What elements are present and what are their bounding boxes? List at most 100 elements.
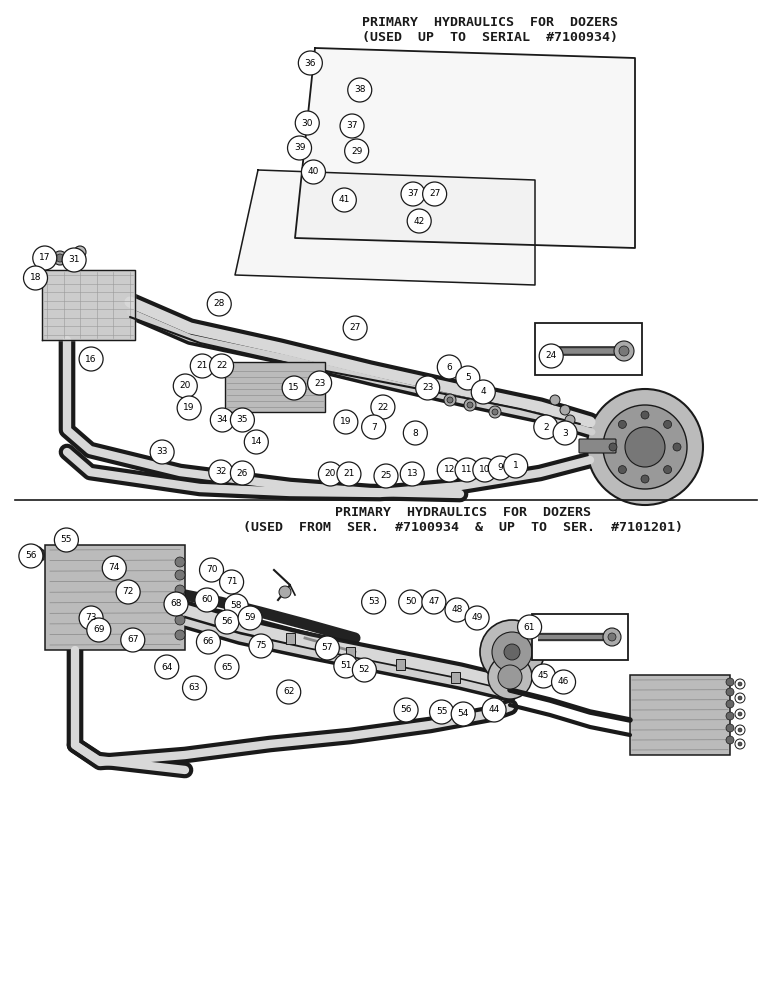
Text: 27: 27 [350,324,361,332]
FancyBboxPatch shape [395,658,405,670]
Circle shape [489,406,501,418]
Circle shape [54,528,79,552]
Circle shape [492,409,498,415]
Circle shape [343,316,367,340]
Text: 22: 22 [216,361,227,370]
Text: 66: 66 [203,638,214,647]
Circle shape [472,458,497,482]
FancyBboxPatch shape [30,550,44,560]
Circle shape [603,405,687,489]
Circle shape [195,588,219,612]
Circle shape [735,739,745,749]
Circle shape [553,421,577,445]
Text: 28: 28 [214,300,225,308]
Circle shape [437,355,462,379]
Circle shape [224,594,249,618]
Text: 69: 69 [93,626,104,635]
Text: 9: 9 [497,464,503,473]
Text: 21: 21 [197,361,208,370]
Circle shape [447,397,453,403]
Text: 37: 37 [408,190,418,198]
Circle shape [498,665,522,689]
Polygon shape [235,170,535,285]
Text: 5: 5 [465,373,471,382]
Text: 27: 27 [429,190,440,198]
Text: 40: 40 [308,167,319,176]
Text: 45: 45 [538,672,549,680]
Circle shape [394,698,418,722]
FancyBboxPatch shape [45,545,185,650]
Text: 15: 15 [289,383,300,392]
Text: 59: 59 [245,613,256,622]
Circle shape [467,402,473,408]
Circle shape [208,460,233,484]
Circle shape [400,462,425,486]
Circle shape [603,628,621,646]
Circle shape [279,586,291,598]
Circle shape [455,366,480,390]
FancyBboxPatch shape [535,323,642,375]
Circle shape [307,371,332,395]
Circle shape [673,443,681,451]
Text: 47: 47 [428,597,439,606]
FancyBboxPatch shape [286,633,294,644]
Circle shape [207,292,232,316]
Circle shape [471,380,496,404]
Circle shape [726,712,734,720]
Circle shape [23,266,48,290]
Circle shape [56,254,64,262]
Circle shape [550,395,560,405]
Circle shape [533,415,558,439]
Circle shape [19,544,43,568]
Circle shape [230,461,255,485]
Text: 17: 17 [39,253,50,262]
Circle shape [618,466,626,474]
FancyBboxPatch shape [630,675,730,755]
Text: 31: 31 [69,255,80,264]
Text: 38: 38 [354,86,365,95]
Text: 18: 18 [30,273,41,282]
Circle shape [565,415,575,425]
Circle shape [503,454,528,478]
Circle shape [735,679,745,689]
Circle shape [401,182,425,206]
Circle shape [175,585,185,595]
Text: 26: 26 [237,468,248,478]
Text: 32: 32 [215,468,226,477]
Circle shape [175,615,185,625]
Text: 52: 52 [359,666,370,674]
Circle shape [726,724,734,732]
Text: (USED  UP  TO  SERIAL  #7100934): (USED UP TO SERIAL #7100934) [362,31,618,44]
Circle shape [492,632,532,672]
Text: 3: 3 [562,428,568,438]
FancyBboxPatch shape [225,362,325,412]
Text: 49: 49 [472,613,482,622]
Circle shape [32,246,57,270]
Circle shape [374,464,398,488]
Circle shape [614,341,634,361]
Circle shape [116,580,141,604]
Text: 7: 7 [371,422,377,432]
Text: 8: 8 [412,428,418,438]
Circle shape [560,405,570,415]
Circle shape [444,394,456,406]
Circle shape [445,598,469,622]
Text: 19: 19 [340,418,351,426]
Circle shape [154,655,179,679]
FancyBboxPatch shape [451,672,459,682]
Circle shape [738,712,742,716]
Circle shape [175,630,185,640]
Text: 29: 29 [351,146,362,155]
Text: 33: 33 [157,448,168,456]
Circle shape [415,376,440,400]
Circle shape [609,443,617,451]
Text: 30: 30 [302,118,313,127]
Circle shape [164,592,188,616]
Circle shape [465,606,489,630]
Polygon shape [42,270,135,340]
Text: 72: 72 [123,587,134,596]
Circle shape [726,700,734,708]
Text: 60: 60 [201,595,212,604]
Circle shape [403,421,428,445]
Text: 16: 16 [86,355,96,363]
